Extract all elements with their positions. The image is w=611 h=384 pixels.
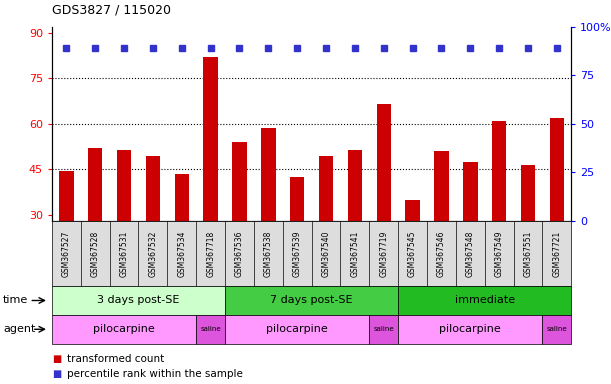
Bar [117, 150, 131, 306]
Bar [550, 118, 564, 306]
Bar [319, 156, 333, 306]
Bar [348, 150, 362, 306]
Bar [88, 148, 103, 306]
Bar [145, 156, 160, 306]
Text: GSM367718: GSM367718 [206, 230, 215, 276]
Text: GSM367545: GSM367545 [408, 230, 417, 277]
Bar [203, 57, 218, 306]
Bar [492, 121, 507, 306]
Text: pilocarpine: pilocarpine [266, 324, 328, 334]
Text: GSM367551: GSM367551 [524, 230, 533, 276]
Bar [463, 162, 478, 306]
Text: time: time [3, 295, 28, 306]
Text: GSM367528: GSM367528 [90, 230, 100, 276]
Text: saline: saline [200, 326, 221, 332]
Text: immediate: immediate [455, 295, 515, 306]
Bar [376, 104, 391, 306]
Bar [232, 142, 247, 306]
Text: transformed count: transformed count [67, 354, 164, 364]
Bar [261, 128, 276, 306]
Text: GSM367540: GSM367540 [321, 230, 331, 277]
Text: GSM367549: GSM367549 [495, 230, 503, 277]
Text: GSM367548: GSM367548 [466, 230, 475, 276]
Text: GSM367532: GSM367532 [148, 230, 158, 276]
Text: GSM367721: GSM367721 [552, 230, 562, 276]
Text: saline: saline [547, 326, 567, 332]
Text: agent: agent [3, 324, 35, 334]
Text: GSM367534: GSM367534 [177, 230, 186, 277]
Bar [405, 200, 420, 306]
Bar [434, 151, 448, 306]
Text: 3 days post-SE: 3 days post-SE [97, 295, 180, 306]
Text: 7 days post-SE: 7 days post-SE [270, 295, 353, 306]
Text: pilocarpine: pilocarpine [439, 324, 501, 334]
Text: ■: ■ [52, 354, 61, 364]
Text: GSM367538: GSM367538 [264, 230, 273, 276]
Text: GSM367719: GSM367719 [379, 230, 388, 276]
Text: GSM367539: GSM367539 [293, 230, 302, 277]
Text: GDS3827 / 115020: GDS3827 / 115020 [52, 4, 171, 17]
Text: GSM367541: GSM367541 [350, 230, 359, 276]
Bar [290, 177, 304, 306]
Bar [175, 174, 189, 306]
Text: percentile rank within the sample: percentile rank within the sample [67, 369, 243, 379]
Text: pilocarpine: pilocarpine [93, 324, 155, 334]
Text: GSM367546: GSM367546 [437, 230, 446, 277]
Text: GSM367536: GSM367536 [235, 230, 244, 277]
Bar [521, 165, 535, 306]
Text: GSM367527: GSM367527 [62, 230, 71, 276]
Text: ■: ■ [52, 369, 61, 379]
Text: GSM367531: GSM367531 [120, 230, 128, 276]
Bar [59, 171, 73, 306]
Text: saline: saline [373, 326, 394, 332]
